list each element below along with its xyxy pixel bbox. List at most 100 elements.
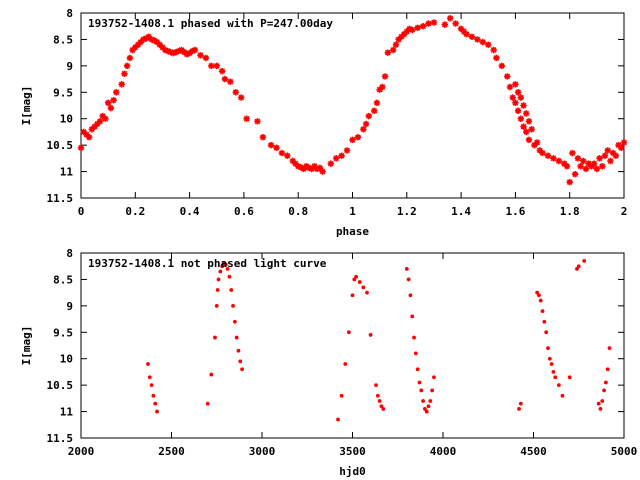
phased-data-point <box>371 107 378 114</box>
phased-data-point <box>509 94 516 101</box>
unphased-y-tick-label: 11.5 <box>47 432 74 445</box>
phased-data-point <box>118 81 125 88</box>
phased-data-point <box>419 23 427 30</box>
unphased-data-point <box>600 399 605 403</box>
phased-data-point <box>300 165 307 173</box>
unphased-data-point <box>553 375 558 380</box>
phased-data-point <box>343 147 351 154</box>
phased-data-point <box>99 112 106 120</box>
phased-data-point <box>305 164 313 172</box>
phased-data-point <box>620 139 628 146</box>
unphased-data-point <box>426 404 431 409</box>
phased-data-point <box>525 136 533 144</box>
unphased-data-point <box>408 293 413 298</box>
phased-data-point <box>213 62 220 70</box>
unphased-data-point <box>582 259 587 263</box>
phased-data-point <box>514 107 522 114</box>
unphased-y-tick-label: 11 <box>60 406 74 419</box>
phased-data-point <box>102 115 109 122</box>
unphased-data-point <box>605 367 610 372</box>
phased-data-point <box>183 51 191 58</box>
phased-data-point <box>349 136 356 144</box>
unphased-y-axis-label: I[mag] <box>20 326 33 366</box>
phased-data-point <box>153 38 161 46</box>
phased-data-point <box>533 139 541 146</box>
phased-data-point <box>604 147 611 154</box>
phased-data-point <box>373 99 381 107</box>
phased-data-point <box>390 46 397 54</box>
phased-x-tick-label: 0.2 <box>125 205 145 218</box>
phased-data-point <box>582 165 590 173</box>
phased-data-point <box>197 52 204 59</box>
unphased-data-point <box>424 409 429 414</box>
phased-data-point <box>121 70 128 77</box>
phased-data-point <box>85 134 93 141</box>
phased-data-point <box>525 118 533 125</box>
phased-data-point <box>94 120 101 128</box>
phased-data-point <box>588 163 595 170</box>
phased-y-tick-label: 8.5 <box>53 33 73 46</box>
unphased-data-point <box>236 348 241 353</box>
unphased-data-point <box>227 274 232 279</box>
unphased-data-point <box>223 262 228 267</box>
phased-data-point <box>490 46 497 54</box>
phased-data-point <box>609 149 617 157</box>
unphased-data-point <box>537 293 541 298</box>
phased-data-point <box>232 89 239 96</box>
phased-data-point <box>170 49 177 57</box>
phased-data-point <box>295 163 302 170</box>
phased-data-point <box>189 47 196 55</box>
phased-data-point <box>512 99 519 107</box>
phased-data-point <box>520 123 527 130</box>
phased-y-tick-label: 9 <box>66 60 73 73</box>
unphased-y-tick-label: 8.5 <box>53 273 73 286</box>
unphased-data-point <box>343 362 348 366</box>
phased-data-point <box>381 73 389 80</box>
unphased-axis-ticks: 2000 2500 3000 3500 4000 4500 5000 8 8.5 9 9.5 10 10… <box>47 247 638 458</box>
unphased-data-point <box>205 401 210 406</box>
unphased-data-point <box>381 407 386 411</box>
phased-data-point <box>392 41 400 48</box>
unphased-data-point <box>229 288 234 292</box>
phased-data-point <box>474 36 481 43</box>
phased-data-point <box>278 149 286 157</box>
unphased-data-point <box>517 407 521 411</box>
phased-data-point <box>159 44 166 51</box>
phased-data-point <box>148 36 155 43</box>
phased-data-point <box>267 141 275 149</box>
phased-data-points <box>77 15 628 186</box>
phased-data-point <box>409 26 416 34</box>
phased-data-point <box>577 163 584 170</box>
unphased-x-axis-label: hjd0 <box>339 465 366 478</box>
phased-data-point <box>83 131 90 138</box>
unphased-data-point <box>374 383 378 388</box>
phased-data-point <box>186 49 193 57</box>
unphased-data-point <box>598 407 603 411</box>
phased-data-point <box>113 89 120 96</box>
unphased-data-point <box>365 290 369 295</box>
unphased-data-point <box>231 303 235 308</box>
unphased-data-point <box>415 367 420 372</box>
phased-data-point <box>563 163 571 170</box>
phased-data-point <box>566 178 573 186</box>
phased-x-tick-label: 0.4 <box>180 205 200 218</box>
phased-data-point <box>569 149 576 157</box>
phased-y-tick-label: 11 <box>60 166 74 179</box>
unphased-data-point <box>153 401 158 406</box>
unphased-data-point <box>576 264 581 269</box>
unphased-data-point <box>357 280 362 284</box>
phased-data-point <box>571 171 579 178</box>
unphased-data-point <box>540 309 545 314</box>
phased-data-point <box>463 30 470 38</box>
phased-x-tick-label: 0.8 <box>288 205 308 218</box>
unphased-data-point <box>421 399 425 403</box>
phased-data-point <box>531 141 538 149</box>
phased-data-point <box>485 41 492 48</box>
unphased-x-tick-label: 3000 <box>249 445 276 458</box>
phased-data-point <box>243 115 250 122</box>
phased-data-point <box>520 102 527 109</box>
phased-y-tick-label: 10 <box>60 113 73 126</box>
phased-data-point <box>80 128 87 136</box>
unphased-data-point <box>546 346 550 351</box>
unphased-data-point <box>339 393 344 398</box>
